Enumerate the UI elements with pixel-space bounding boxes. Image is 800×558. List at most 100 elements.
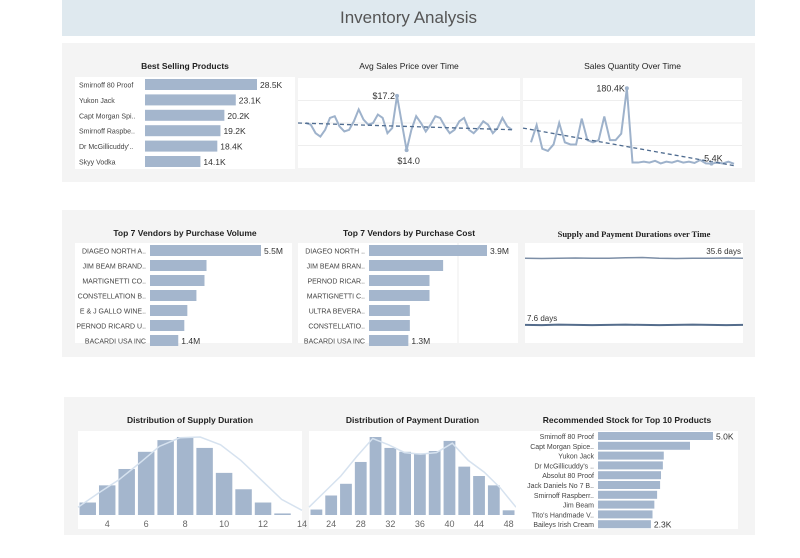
bar — [598, 471, 662, 480]
end-label: 35.6 days — [706, 247, 741, 256]
category-label: Jim Beam — [563, 503, 594, 510]
bar — [145, 109, 225, 121]
histogram-bar — [254, 502, 272, 515]
histogram-bar — [79, 502, 96, 515]
trend-line — [297, 122, 515, 131]
category-label: CONSTELLATION B.. — [78, 294, 146, 301]
bar — [150, 335, 179, 346]
data-label: 18.4K — [220, 142, 243, 152]
avg-price-title: Avg Sales Price over Time — [359, 61, 459, 71]
x-tick-label: 14 — [297, 519, 307, 529]
category-label: Yukon Jack — [79, 98, 115, 105]
annotation-label: $14.0 — [397, 156, 420, 166]
category-label: JIM BEAM BRAND.. — [83, 264, 146, 271]
chart-svg: $17.2 $14.0 — [297, 91, 520, 166]
category-label: Baileys Irish Cream — [533, 522, 594, 529]
chart-svg: Smirnoff 80 Proof 28.5K Yukon Jack 23.1K Cap… — [79, 79, 283, 167]
x-tick-label: 36 — [415, 519, 425, 529]
category-label: Dr McGillicuddy'.. — [79, 144, 133, 151]
bar — [150, 290, 197, 301]
rec-stock-title: Recommended Stock for Top 10 Products — [542, 415, 712, 425]
data-label: 28.5K — [260, 80, 283, 90]
annotation-label: 180.4K — [596, 83, 625, 93]
data-label: 5.0K — [716, 432, 734, 442]
x-tick-label: 6 — [144, 519, 149, 529]
data-label: 3.9M — [490, 246, 509, 256]
histogram-bar — [399, 451, 411, 515]
vendor-volume-chart: DIAGEO NORTH A.. 5.5M JIM BEAM BRAND.. MART… — [75, 243, 292, 346]
histogram-bar — [137, 451, 155, 515]
vendor-volume-title: Top 7 Vendors by Purchase Volume — [113, 228, 257, 238]
sales-qty-chart: 180.4K 5.4K — [522, 78, 742, 168]
histogram-bar — [502, 510, 515, 515]
histogram-bar — [157, 440, 174, 515]
bar — [598, 451, 664, 460]
category-label: BACARDI USA INC — [304, 339, 365, 346]
histogram-bar — [354, 461, 367, 515]
histogram-bar — [428, 451, 441, 515]
category-label: Jack Daniels No 7 B.. — [527, 483, 594, 490]
rec-stock-chart: Smirnoff 80 Proof 5.0K Capt Morgan Spice..… — [516, 431, 738, 530]
density-curve — [308, 437, 517, 508]
chart-svg: Smirnoff 80 Proof 5.0K Capt Morgan Spice..… — [527, 432, 734, 530]
bar — [150, 305, 188, 316]
chart-svg: 180.4K 5.4K — [522, 83, 742, 167]
bar — [598, 461, 663, 470]
category-label: ULTRA BEVERA.. — [309, 309, 365, 316]
x-tick-label: 32 — [385, 519, 395, 529]
annotation-point — [395, 93, 400, 98]
supply-dist-title: Distribution of Supply Duration — [126, 415, 254, 425]
annotation-point — [624, 86, 629, 91]
x-tick-label: 4 — [105, 519, 110, 529]
category-label: Absolut 80 Proof — [542, 473, 594, 480]
best-selling-title: Best Selling Products — [141, 61, 229, 71]
histogram-bar — [274, 513, 291, 515]
category-label: PERNOD RICAR.. — [307, 279, 365, 286]
data-label: 1.4M — [181, 336, 200, 346]
bar — [369, 260, 444, 271]
data-label: 5.5M — [264, 246, 283, 256]
end-label: 7.6 days — [527, 314, 557, 323]
data-label: 23.1K — [239, 95, 262, 105]
category-label: E & J GALLO WINE.. — [80, 309, 146, 316]
durations-title: Supply and Payment Durations over Time — [557, 229, 711, 239]
category-label: Smirnoff Raspberr.. — [534, 493, 594, 500]
bar — [369, 335, 409, 346]
data-label: 1.3M — [411, 336, 430, 346]
category-label: Dr McGillicuddy's .. — [534, 463, 594, 470]
histogram-bar — [176, 437, 194, 515]
category-label: MARTIGNETTI C.. — [307, 294, 365, 301]
x-tick-label: 12 — [258, 519, 268, 529]
histogram-bar — [473, 476, 485, 515]
bar — [369, 275, 430, 286]
bar — [145, 125, 221, 137]
payment-dist-title: Distribution of Payment Duration — [345, 415, 480, 425]
series-line — [305, 95, 513, 151]
chart-svg: DIAGEO NORTH .. 3.9M JIM BEAM BRAN.. PERNOD… — [304, 243, 509, 346]
histogram-bar — [443, 440, 456, 515]
supply-dist-chart: 4 6 8 10 12 14 — [77, 431, 307, 529]
bar — [150, 320, 185, 331]
annotation-label: 5.4K — [704, 154, 723, 164]
bar — [369, 320, 410, 331]
bar — [598, 510, 653, 519]
category-label: CONSTELLATIO.. — [308, 324, 365, 331]
series-line — [530, 88, 735, 165]
histogram-bar — [325, 495, 338, 515]
x-tick-label: 28 — [356, 519, 366, 529]
payment-dist-chart: 24 28 32 36 40 44 48 — [308, 431, 517, 529]
chart-svg: 24 28 32 36 40 44 48 — [308, 437, 517, 529]
x-tick-label: 10 — [219, 519, 229, 529]
bar — [150, 260, 207, 271]
category-label: Capt Morgan Spi.. — [79, 113, 135, 120]
bar — [598, 432, 713, 440]
chart-svg: 35.6 days 7.6 days — [524, 247, 744, 327]
data-label: 20.2K — [227, 111, 250, 121]
histogram-bar — [340, 483, 352, 515]
category-label: Smirnoff 80 Proof — [79, 83, 133, 90]
chart-svg: DIAGEO NORTH A.. 5.5M JIM BEAM BRAND.. MART… — [76, 245, 283, 346]
data-label: 2.3K — [654, 520, 672, 530]
bar — [598, 441, 690, 450]
bar — [598, 481, 661, 489]
durations-chart: 35.6 days 7.6 days — [524, 243, 744, 343]
